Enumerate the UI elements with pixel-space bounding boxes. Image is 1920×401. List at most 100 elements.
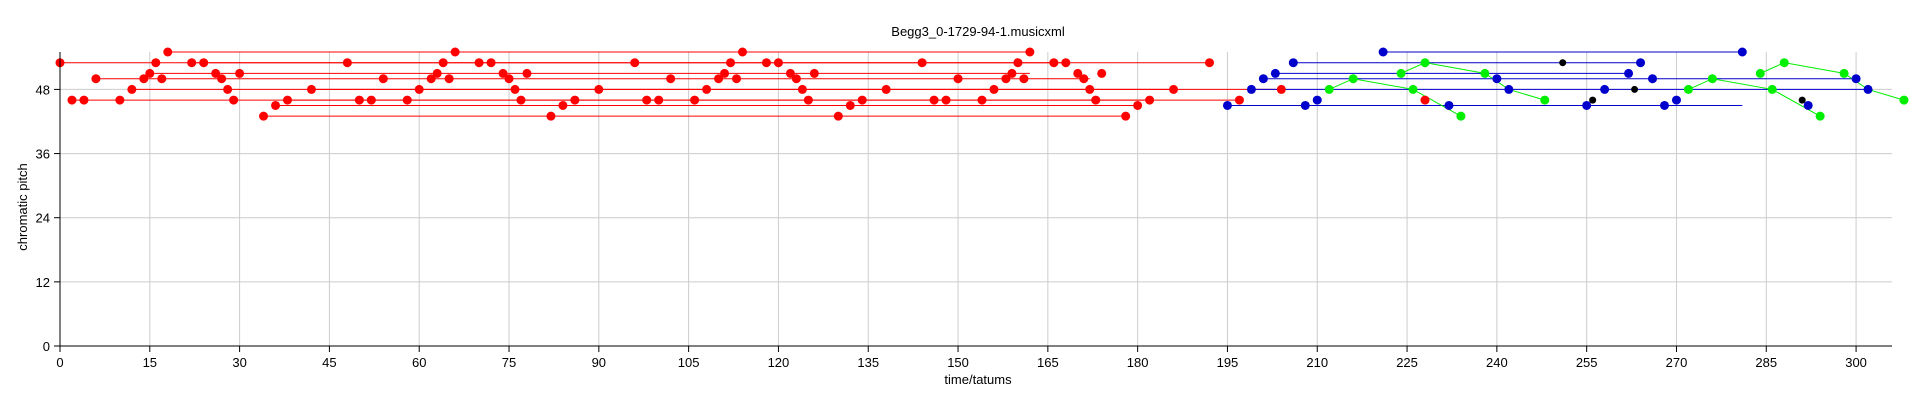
data-point: [79, 95, 89, 105]
data-point: [803, 95, 813, 105]
data-point: [1815, 111, 1825, 121]
data-point: [833, 111, 843, 121]
data-point: [145, 68, 155, 78]
data-point: [666, 74, 676, 84]
x-tick-label: 75: [502, 355, 516, 370]
data-point: [91, 74, 101, 84]
data-point: [857, 95, 867, 105]
data-point: [229, 95, 239, 105]
data-point: [941, 95, 951, 105]
x-tick-label: 225: [1396, 355, 1418, 370]
data-point: [1839, 68, 1849, 78]
data-point: [726, 58, 736, 68]
data-point: [1779, 58, 1789, 68]
voice-link-line: [1329, 78, 1462, 117]
data-point: [1121, 111, 1131, 121]
x-tick-label: 120: [768, 355, 790, 370]
data-point: [1707, 74, 1717, 84]
data-point: [1133, 100, 1143, 110]
data-point: [139, 74, 149, 84]
data-point: [1420, 95, 1430, 105]
data-point: [486, 58, 496, 68]
y-tick-label: 36: [36, 147, 50, 162]
data-point: [1312, 95, 1322, 105]
data-point: [1559, 59, 1567, 67]
data-point: [1755, 68, 1765, 78]
data-point: [438, 58, 448, 68]
data-point: [1899, 95, 1909, 105]
data-point: [845, 100, 855, 110]
data-point: [1013, 58, 1023, 68]
data-point: [1803, 100, 1813, 110]
data-point: [115, 95, 125, 105]
data-point: [510, 84, 520, 94]
data-point: [1631, 85, 1639, 93]
x-tick-label: 195: [1217, 355, 1239, 370]
x-tick-label: 270: [1666, 355, 1688, 370]
data-point: [378, 74, 388, 84]
data-point: [654, 95, 664, 105]
data-point: [570, 95, 580, 105]
data-point: [642, 95, 652, 105]
data-point: [426, 74, 436, 84]
data-point: [1396, 68, 1406, 78]
data-point: [1007, 68, 1017, 78]
data-point: [1270, 68, 1280, 78]
data-point: [1659, 100, 1669, 110]
data-point: [630, 58, 640, 68]
data-point: [720, 68, 730, 78]
data-point: [199, 58, 209, 68]
x-tick-label: 210: [1306, 355, 1328, 370]
data-point: [546, 111, 556, 121]
x-tick-label: 300: [1845, 355, 1867, 370]
axes: [54, 52, 1892, 352]
data-point: [809, 68, 819, 78]
data-point: [1324, 84, 1334, 94]
data-point: [522, 68, 532, 78]
data-point: [690, 95, 700, 105]
data-point: [1049, 58, 1059, 68]
data-point: [1025, 47, 1035, 57]
data-point: [342, 58, 352, 68]
x-tick-label: 150: [947, 355, 969, 370]
data-point: [1001, 74, 1011, 84]
data-point: [1408, 84, 1418, 94]
data-point: [1624, 68, 1634, 78]
data-point: [1600, 84, 1610, 94]
data-point: [738, 47, 748, 57]
data-point: [1492, 74, 1502, 84]
chart-title: Begg3_0-1729-94-1.musicxml: [891, 24, 1065, 39]
data-point: [1097, 68, 1107, 78]
data-point: [1276, 84, 1286, 94]
data-point: [1348, 74, 1358, 84]
y-tick-label: 48: [36, 82, 50, 97]
data-point: [235, 68, 245, 78]
data-point: [989, 84, 999, 94]
data-point: [259, 111, 269, 121]
data-point: [1582, 100, 1592, 110]
data-point: [1222, 100, 1232, 110]
data-point: [1636, 58, 1646, 68]
data-point: [1648, 74, 1658, 84]
data-point: [785, 68, 795, 78]
data-point: [702, 84, 712, 94]
data-point: [732, 74, 742, 84]
data-point: [444, 74, 454, 84]
data-point: [917, 58, 927, 68]
x-tick-label: 255: [1576, 355, 1598, 370]
x-tick-label: 105: [678, 355, 700, 370]
data-point: [1589, 96, 1597, 104]
tick-labels: 0 15 30 45 60 75 90 105 120 135 150 165 180 195 210 225…: [36, 82, 1867, 370]
x-tick-label: 165: [1037, 355, 1059, 370]
data-point: [217, 74, 227, 84]
x-tick-label: 240: [1486, 355, 1508, 370]
data-point: [1863, 84, 1873, 94]
data-point: [1204, 58, 1214, 68]
data-point: [1246, 84, 1256, 94]
data-point: [1061, 58, 1071, 68]
data-point: [163, 47, 173, 57]
data-point: [354, 95, 364, 105]
data-point: [432, 68, 442, 78]
x-axis-label: time/tatums: [944, 372, 1012, 387]
